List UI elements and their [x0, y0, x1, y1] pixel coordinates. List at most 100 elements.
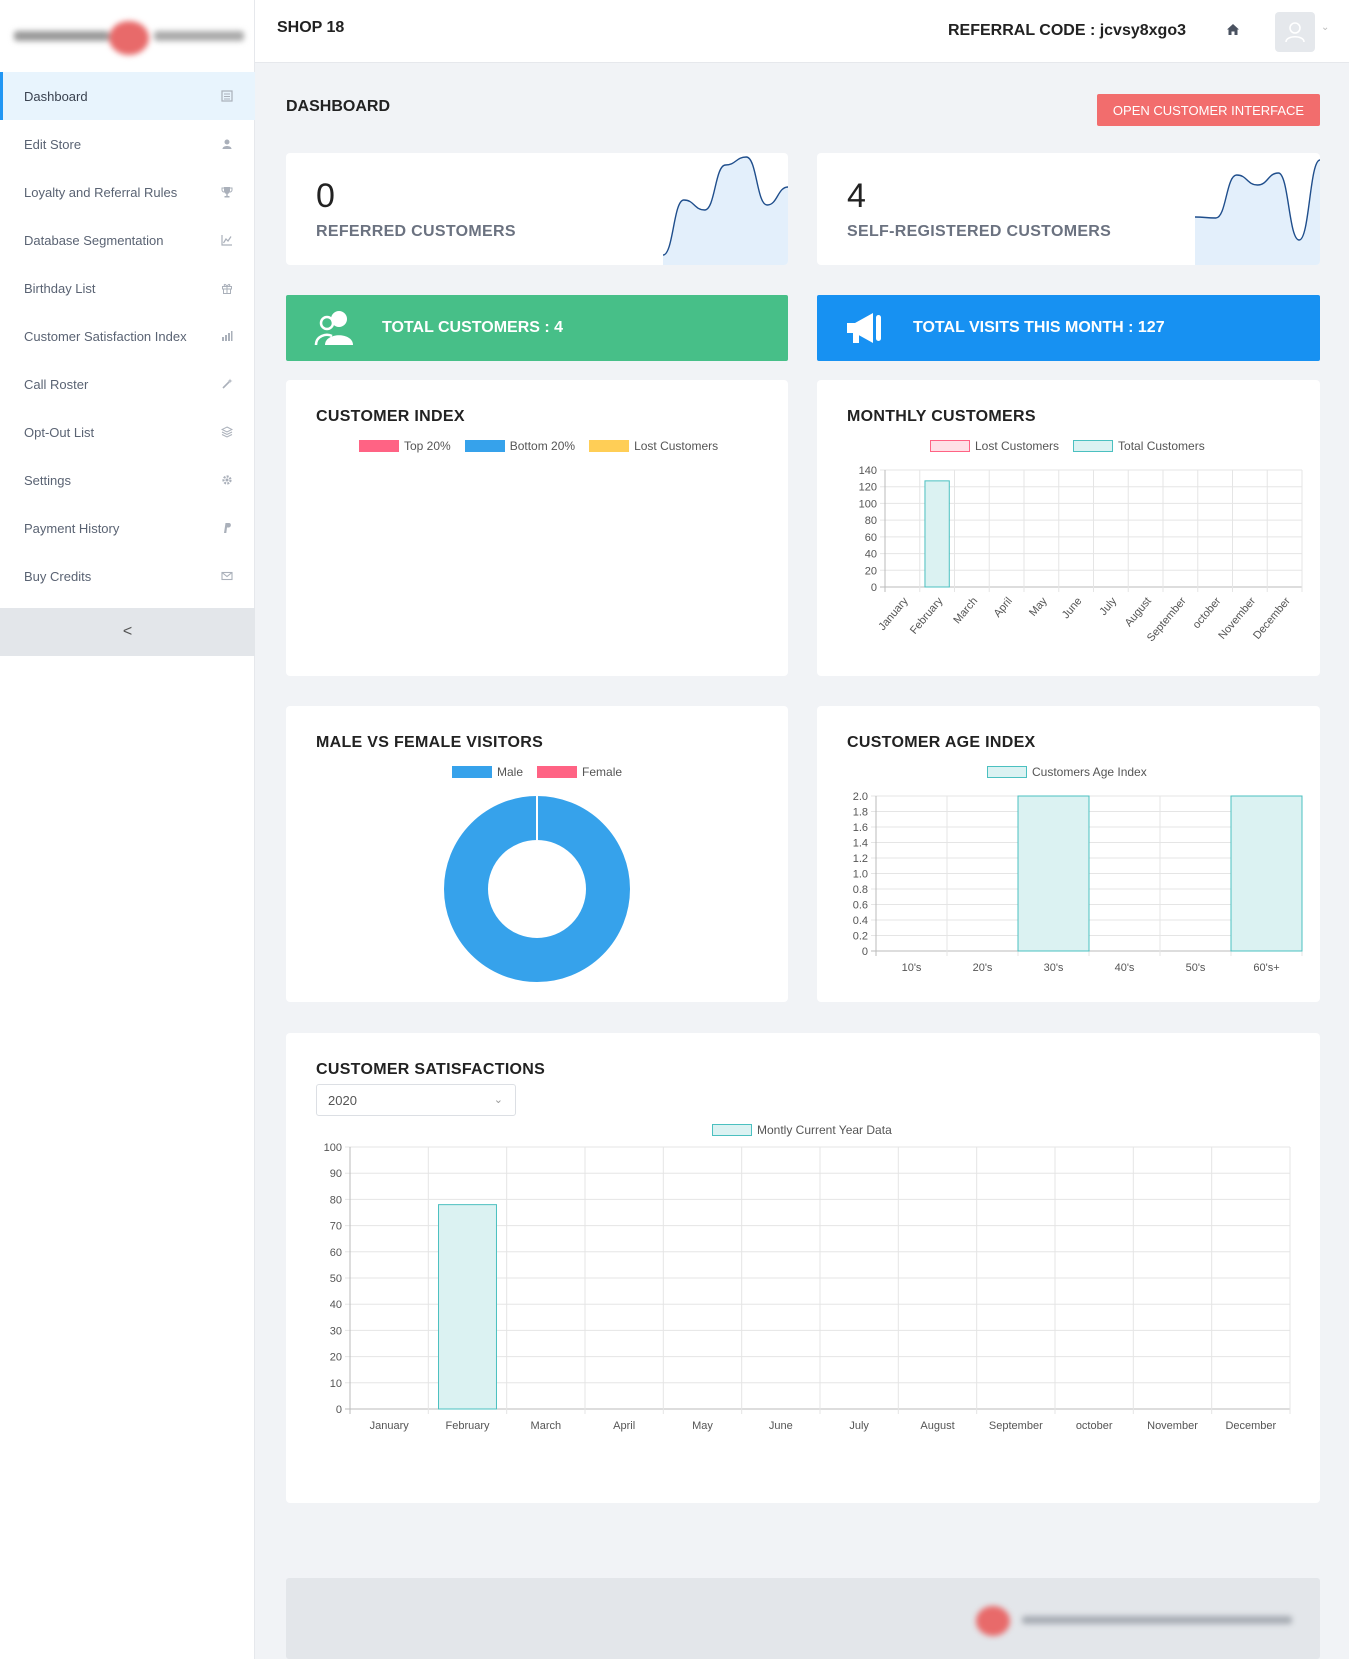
- y-tick-label: 80: [330, 1194, 342, 1206]
- x-tick-label: April: [992, 595, 1015, 620]
- self-registered-label: SELF-REGISTERED CUSTOMERS: [847, 223, 1112, 240]
- sidebar-item-label: Payment History: [24, 520, 120, 536]
- y-tick-label: 80: [865, 515, 877, 527]
- gender-title: MALE VS FEMALE VISITORS: [316, 734, 544, 751]
- logo[interactable]: [0, 0, 254, 72]
- y-tick-label: 0: [336, 1404, 342, 1416]
- y-tick-label: 1.4: [853, 838, 868, 850]
- sidebar-item-label: Buy Credits: [24, 568, 92, 584]
- customer-index-legend: Top 20% Bottom 20% Lost Customers: [359, 439, 724, 453]
- satisfaction-card: CUSTOMER SATISFACTIONS 2020 ⌄ Montly Cur…: [286, 1033, 1320, 1503]
- customer-index-title: CUSTOMER INDEX: [316, 408, 465, 425]
- legend-item[interactable]: Customers Age Index: [987, 765, 1147, 779]
- x-tick-label: March: [951, 595, 980, 626]
- sidebar-item-edit-store[interactable]: Edit Store: [0, 120, 255, 168]
- sidebar-item-payment-history[interactable]: Payment History: [0, 504, 255, 552]
- legend-item[interactable]: Lost Customers: [930, 439, 1059, 453]
- dashboard-icon: [221, 90, 233, 102]
- sidebar-item-label: Settings: [24, 472, 71, 488]
- user-icon: [221, 138, 233, 150]
- y-tick-label: 10: [330, 1378, 342, 1390]
- legend-item[interactable]: Bottom 20%: [464, 439, 575, 453]
- sidebar-item-label: Opt-Out List: [24, 424, 95, 440]
- customer-index-card: CUSTOMER INDEX Top 20% Bottom 20% Lost C…: [286, 380, 788, 676]
- sidebar-item-birthday-list[interactable]: Birthday List: [0, 264, 255, 312]
- x-tick-label: August: [920, 1420, 954, 1432]
- sidebar-item-loyalty-and-referral-rules[interactable]: Loyalty and Referral Rules: [0, 168, 255, 216]
- legend-item[interactable]: Lost Customers: [589, 439, 718, 453]
- users-icon: [314, 311, 353, 346]
- x-tick-label: February: [445, 1420, 490, 1432]
- sidebar-collapse-button[interactable]: <: [0, 608, 255, 656]
- y-tick-label: 0.6: [853, 900, 868, 912]
- envelope-icon: [221, 570, 233, 582]
- y-tick-label: 70: [330, 1221, 342, 1233]
- age-index-chart: 0 0.2 0.4 0.6 0.8 1.0 1.2 1.4 1.6 1.8 2.0 10's 20's 3…: [853, 791, 1303, 974]
- bar: [1017, 795, 1090, 952]
- sidebar-nav: Dashboard Edit Store Loyalty and Referral …: [0, 72, 255, 600]
- y-tick-label: 0.2: [853, 931, 868, 943]
- layers-icon: [221, 426, 233, 438]
- sidebar-item-label: Dashboard: [24, 88, 88, 104]
- sidebar-item-dashboard[interactable]: Dashboard: [0, 72, 255, 120]
- sidebar-item-settings[interactable]: Settings: [0, 456, 255, 504]
- gender-legend: Male Female: [452, 765, 628, 779]
- x-tick-label: 40's: [1115, 962, 1135, 974]
- y-tick-label: 100: [324, 1142, 342, 1154]
- y-tick-label: 90: [330, 1168, 342, 1180]
- x-tick-label: August: [1123, 595, 1154, 629]
- monthly-customers-legend: Lost Customers Total Customers: [930, 439, 1211, 453]
- sidebar-item-label: Birthday List: [24, 280, 96, 296]
- gear-icon: [221, 474, 233, 486]
- sidebar-item-buy-credits[interactable]: Buy Credits: [0, 552, 255, 600]
- page-title: DASHBOARD: [286, 98, 390, 115]
- x-tick-label: 50's: [1186, 962, 1206, 974]
- satisfaction-chart: 0 10 20 30 40 50 60 70 80 90 100 January February Mar…: [324, 1142, 1291, 1432]
- chevron-left-icon: <: [122, 623, 133, 640]
- y-tick-label: 0.4: [853, 915, 868, 927]
- line-chart-icon: [221, 234, 233, 246]
- age-index-legend: Customers Age Index: [987, 765, 1153, 779]
- referred-customers-count: 0: [316, 177, 335, 215]
- y-tick-label: 40: [330, 1299, 342, 1311]
- avatar[interactable]: [1275, 12, 1315, 52]
- sidebar-item-opt-out-list[interactable]: Opt-Out List: [0, 408, 255, 456]
- megaphone-icon: [847, 313, 881, 343]
- total-visits-text: TOTAL VISITS THIS MONTH : 127: [913, 319, 1165, 336]
- logo-image: [14, 21, 244, 55]
- footer-logo: [976, 1606, 1296, 1636]
- bar: [924, 480, 950, 588]
- bar-chart-icon: [221, 330, 233, 342]
- legend-item[interactable]: Montly Current Year Data: [712, 1123, 892, 1137]
- sidebar-item-label: Edit Store: [24, 136, 82, 152]
- x-tick-label: 30's: [1044, 962, 1064, 974]
- x-tick-label: February: [908, 595, 946, 637]
- open-customer-interface-button[interactable]: OPEN CUSTOMER INTERFACE: [1097, 94, 1320, 126]
- legend-item[interactable]: Top 20%: [359, 439, 451, 453]
- self-registered-customers-card: 4 SELF-REGISTERED CUSTOMERS: [817, 153, 1320, 265]
- top-header: SHOP 18 REFERRAL CODE : jcvsy8xgo3 ⌄: [255, 0, 1349, 63]
- y-tick-label: 20: [330, 1352, 342, 1364]
- legend-item[interactable]: Male: [452, 765, 523, 779]
- sparkline-line: [663, 156, 788, 256]
- legend-item[interactable]: Female: [537, 765, 622, 779]
- year-select[interactable]: 2020 ⌄: [316, 1084, 516, 1116]
- sidebar-item-call-roster[interactable]: Call Roster: [0, 360, 255, 408]
- chevron-down-icon[interactable]: ⌄: [1321, 22, 1330, 33]
- sidebar-item-database-segmentation[interactable]: Database Segmentation: [0, 216, 255, 264]
- y-tick-label: 0: [862, 946, 868, 958]
- y-tick-label: 2.0: [853, 791, 868, 803]
- y-tick-label: 30: [330, 1325, 342, 1337]
- bar: [1230, 795, 1303, 952]
- sidebar-item-label: Customer Satisfaction Index: [24, 328, 187, 344]
- legend-item[interactable]: Total Customers: [1073, 439, 1205, 453]
- y-tick-label: 0: [871, 582, 877, 594]
- home-icon[interactable]: [1225, 22, 1241, 38]
- sidebar-item-customer-satisfaction-index[interactable]: Customer Satisfaction Index: [0, 312, 255, 360]
- referred-customers-card: 0 REFERRED CUSTOMERS: [286, 153, 788, 265]
- x-tick-label: July: [849, 1420, 869, 1432]
- y-tick-label: 120: [859, 482, 877, 494]
- y-tick-label: 60: [865, 532, 877, 544]
- x-tick-label: April: [613, 1420, 635, 1432]
